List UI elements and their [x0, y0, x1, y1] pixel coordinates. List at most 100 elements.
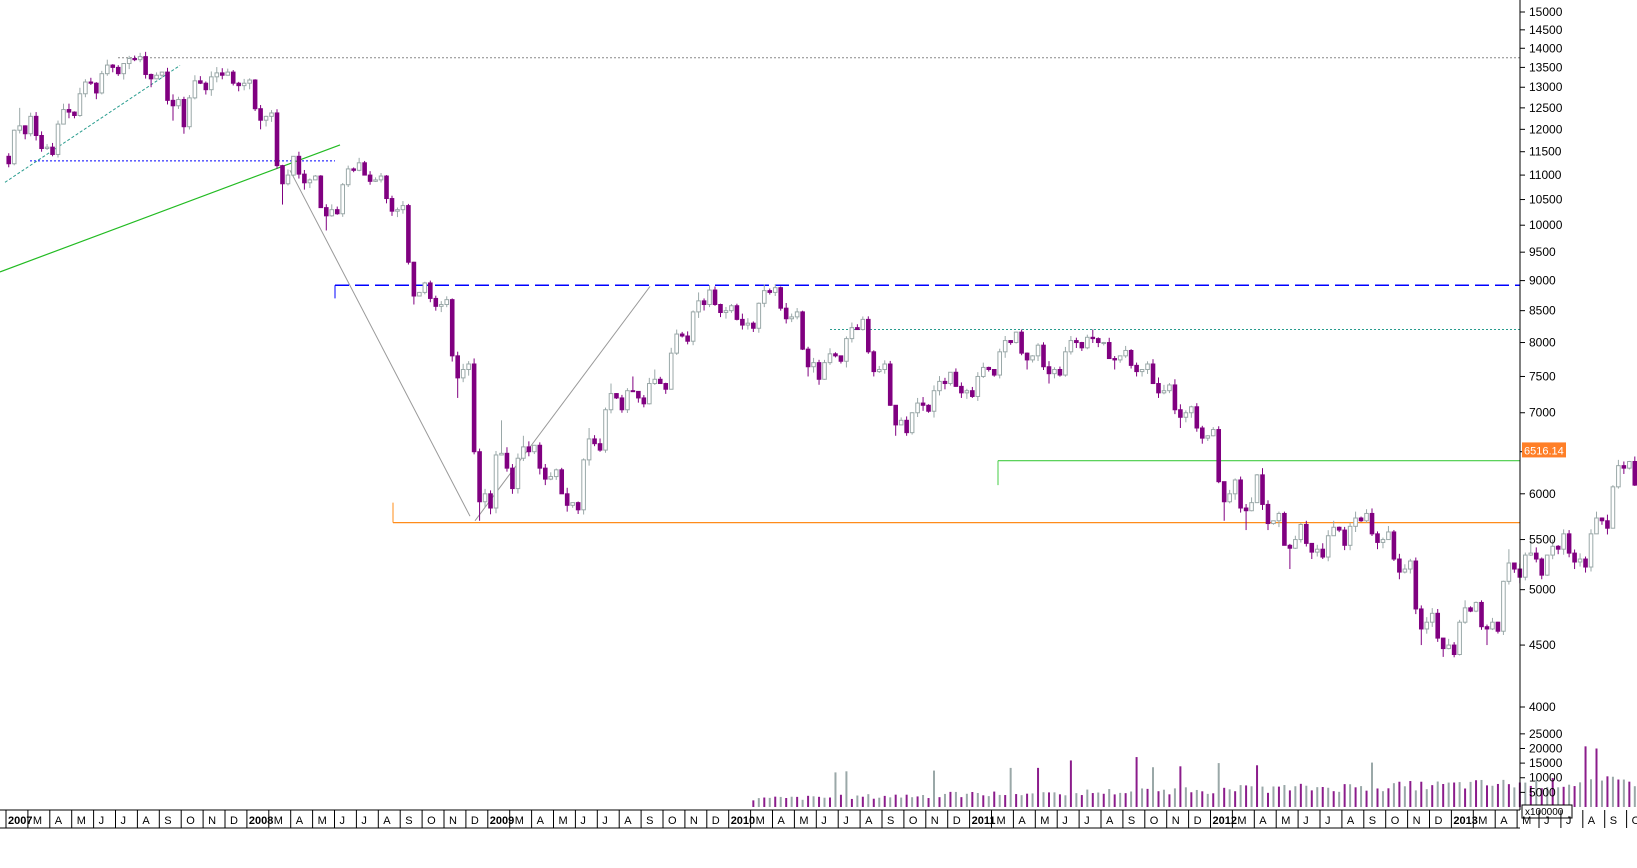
candle-up: [772, 287, 778, 293]
candle-up: [225, 71, 231, 76]
month-label: J: [1544, 815, 1550, 827]
candle-up: [345, 168, 351, 186]
candle-down: [592, 438, 597, 445]
candle-up: [1085, 336, 1090, 349]
candle-up: [1364, 512, 1369, 522]
candle-down: [411, 261, 417, 297]
month-label: O: [1150, 815, 1159, 827]
month-label: N: [1172, 815, 1180, 827]
candle-up: [756, 302, 762, 329]
month-label: A: [55, 815, 63, 827]
month-label: M: [33, 815, 42, 827]
candle-down: [1090, 336, 1096, 340]
month-label: M: [559, 815, 568, 827]
candle-down: [384, 175, 389, 200]
candle-up: [1424, 621, 1430, 630]
price-tick-label: 4500: [1529, 638, 1556, 652]
month-label: J: [602, 815, 608, 827]
month-label: M: [1040, 815, 1049, 827]
month-label: D: [1435, 815, 1443, 827]
candle-down: [181, 99, 187, 128]
price-tick-label: 10500: [1529, 193, 1563, 207]
price-axis: 4000450050005500600065007000750080008500…: [1519, 0, 1563, 810]
candle-up: [1528, 552, 1534, 556]
candle-down: [1533, 552, 1539, 560]
candle-down: [1057, 369, 1063, 376]
candle-down: [1413, 560, 1419, 610]
candle-down: [236, 82, 241, 87]
candle-up: [1462, 607, 1468, 623]
candle-down: [323, 207, 329, 217]
candle-down: [510, 467, 515, 490]
candle-down: [1479, 601, 1484, 628]
month-label: S: [164, 815, 171, 827]
candle-down: [1221, 481, 1227, 503]
month-label: A: [1259, 815, 1267, 827]
candle-down: [1484, 626, 1490, 630]
month-label: M: [515, 815, 524, 827]
month-label: J: [843, 815, 849, 827]
candle-down: [1216, 429, 1222, 483]
candle-up: [915, 402, 920, 414]
candle-up: [1627, 461, 1632, 469]
candle-down: [959, 385, 964, 394]
candle-down: [1512, 562, 1517, 570]
candle-up: [1276, 512, 1282, 522]
candle-down: [1451, 644, 1457, 655]
month-label: A: [1018, 815, 1026, 827]
last-value-label: 6516.14: [1524, 445, 1564, 457]
candle-up: [1523, 554, 1528, 578]
candle-down: [110, 64, 116, 68]
candle-down: [1468, 607, 1473, 612]
annotation-lines: [0, 57, 1520, 524]
candle-up: [44, 146, 50, 150]
month-label: J: [340, 815, 346, 827]
month-label: M: [77, 815, 86, 827]
candle-down: [855, 327, 860, 331]
candle-down: [165, 71, 170, 101]
month-label: D: [1194, 815, 1202, 827]
candle-up: [214, 72, 220, 78]
candle-up: [1002, 340, 1008, 353]
candle-up: [745, 322, 751, 326]
candle-up: [997, 351, 1003, 376]
candle-up: [729, 305, 734, 312]
candle-up: [247, 79, 252, 84]
candle-up: [209, 76, 214, 91]
candle-down: [641, 397, 647, 405]
candle-down: [94, 82, 99, 94]
candle-up: [1183, 412, 1189, 418]
candle-up: [466, 363, 471, 371]
price-tick-label: 7500: [1529, 369, 1556, 383]
year-label: 2011: [972, 815, 996, 827]
candle-down: [685, 335, 690, 342]
candle-down: [1199, 427, 1205, 439]
candle-down: [1391, 531, 1397, 560]
candle-up: [849, 327, 855, 340]
price-tick-label: 6000: [1529, 487, 1556, 501]
candle-up: [241, 82, 247, 87]
candle-up: [1254, 474, 1260, 504]
candle-up: [1544, 554, 1550, 576]
candle-up: [937, 380, 942, 392]
candle-down: [734, 305, 740, 320]
candle-down: [115, 66, 121, 75]
candle-down: [1282, 512, 1287, 546]
candle-up: [898, 419, 904, 426]
candle-down: [334, 209, 340, 215]
candle-down: [433, 297, 439, 307]
month-label: N: [208, 815, 216, 827]
candle-down: [406, 205, 411, 263]
candle-up: [1446, 644, 1451, 650]
candle-up: [1227, 493, 1232, 503]
candle-down: [893, 404, 898, 426]
candle-down: [887, 363, 893, 406]
candle-up: [827, 353, 833, 364]
candle-up: [482, 493, 488, 503]
candle-down: [926, 404, 931, 412]
candle-down: [198, 80, 203, 84]
month-label: J: [1303, 815, 1309, 827]
month-label: O: [186, 815, 195, 827]
candle-up: [1030, 355, 1035, 361]
